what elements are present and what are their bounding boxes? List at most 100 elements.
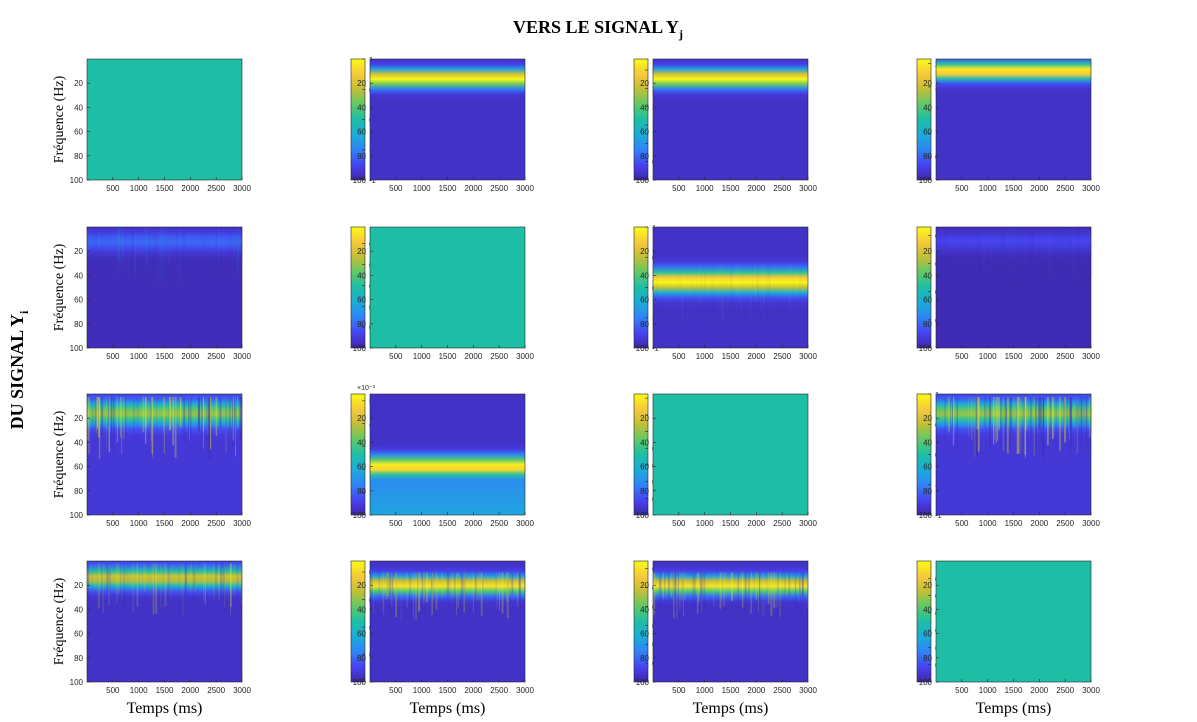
noise-streak <box>132 227 135 272</box>
x-tick-label: 2000 <box>1030 352 1048 361</box>
y-tick-label: 60 <box>923 128 932 137</box>
noise-streak <box>1060 227 1062 265</box>
x-tick-label: 1500 <box>156 519 174 528</box>
noise-streak <box>240 563 242 605</box>
x-tick-label: 500 <box>106 184 120 193</box>
x-tick-label: 2000 <box>464 519 482 528</box>
noise-streak <box>219 397 222 429</box>
y-tick-label: 100 <box>636 511 650 520</box>
noise-streak <box>435 572 438 610</box>
noise-streak <box>98 397 101 459</box>
y-tick-label: 60 <box>640 630 649 639</box>
noise-streak <box>194 563 196 595</box>
noise-streak <box>184 563 187 596</box>
noise-streak <box>682 265 684 327</box>
noise-streak <box>123 397 125 440</box>
noise-streak <box>982 227 984 277</box>
noise-streak <box>144 227 146 279</box>
noise-streak <box>938 227 941 270</box>
x-tick-label: 3000 <box>233 686 251 695</box>
noise-streak <box>433 572 435 613</box>
x-tick-label: 1000 <box>696 686 714 695</box>
noise-streak <box>998 397 1001 430</box>
y-tick-label: 100 <box>636 344 650 353</box>
x-tick-label: 500 <box>955 519 969 528</box>
noise-streak <box>389 572 391 603</box>
noise-streak <box>218 563 220 601</box>
x-tick-label: 3000 <box>799 352 817 361</box>
noise-streak <box>385 572 388 600</box>
x-tick-label: 1500 <box>156 686 174 695</box>
noise-streak <box>1064 227 1067 280</box>
x-tick-label: 1000 <box>413 352 431 361</box>
noise-streak <box>391 572 393 608</box>
noise-streak <box>381 572 384 610</box>
noise-streak <box>960 227 961 278</box>
noise-streak <box>482 572 484 615</box>
noise-streak <box>954 227 955 267</box>
noise-streak <box>1055 227 1058 269</box>
noise-streak <box>1090 397 1093 458</box>
noise-streak <box>101 563 103 599</box>
noise-streak <box>172 397 174 446</box>
noise-streak <box>108 227 110 281</box>
noise-streak <box>975 397 978 459</box>
y-tick-label: 100 <box>353 511 367 520</box>
x-tick-label: 2000 <box>181 184 199 193</box>
x-tick-label: 1000 <box>130 352 148 361</box>
panel-r4-c4: 204060801005001000150020002500300010.50-… <box>919 560 1100 717</box>
heatmap-cell <box>87 561 242 682</box>
noise-streak <box>188 397 190 432</box>
noise-streak <box>702 572 705 617</box>
x-tick-label: 3000 <box>233 184 251 193</box>
y-tick-label: 80 <box>923 152 932 161</box>
noise-streak <box>800 265 802 296</box>
x-tick-label: 3000 <box>516 686 534 695</box>
noise-streak <box>938 227 940 282</box>
noise-streak <box>671 572 673 618</box>
noise-streak <box>107 227 109 270</box>
noise-streak <box>776 572 779 608</box>
noise-streak <box>237 227 239 275</box>
noise-streak <box>381 572 383 620</box>
noise-streak <box>116 397 118 443</box>
noise-streak <box>992 227 994 257</box>
noise-streak <box>170 563 172 600</box>
noise-streak <box>756 265 759 322</box>
heatmap-cell <box>936 227 1091 348</box>
noise-streak <box>1006 227 1008 259</box>
y-tick-label: 100 <box>353 344 367 353</box>
x-tick-label: 1500 <box>156 352 174 361</box>
x-tick-label: 2000 <box>464 352 482 361</box>
noise-streak <box>1001 227 1003 254</box>
noise-streak <box>155 227 158 264</box>
y-tick-label: 100 <box>636 678 650 687</box>
noise-streak <box>495 572 497 613</box>
colorbar <box>633 393 649 516</box>
noise-streak <box>235 397 237 457</box>
noise-streak <box>721 572 722 601</box>
noise-streak <box>370 572 373 605</box>
heatmap-cell <box>370 394 525 515</box>
noise-streak <box>106 563 109 593</box>
panel-r2-c4: 20406080100500100015002000250030000.150.… <box>919 226 1100 361</box>
y-tick-label: 60 <box>74 296 83 305</box>
noise-streak <box>463 572 466 609</box>
noise-streak <box>457 572 459 608</box>
noise-streak <box>240 397 243 438</box>
noise-streak <box>1039 397 1041 451</box>
noise-streak <box>736 265 739 295</box>
y-tick-label: 60 <box>74 463 83 472</box>
noise-streak <box>653 572 656 615</box>
noise-streak <box>184 227 187 264</box>
noise-streak <box>124 227 125 269</box>
noise-streak <box>976 227 977 257</box>
noise-streak <box>422 572 425 604</box>
y-tick-label: 80 <box>923 487 932 496</box>
x-tick-label: 1000 <box>130 686 148 695</box>
x-tick-label: 1500 <box>156 184 174 193</box>
noise-streak <box>224 563 225 616</box>
noise-streak <box>183 227 185 266</box>
heatmap-cell <box>653 227 808 348</box>
